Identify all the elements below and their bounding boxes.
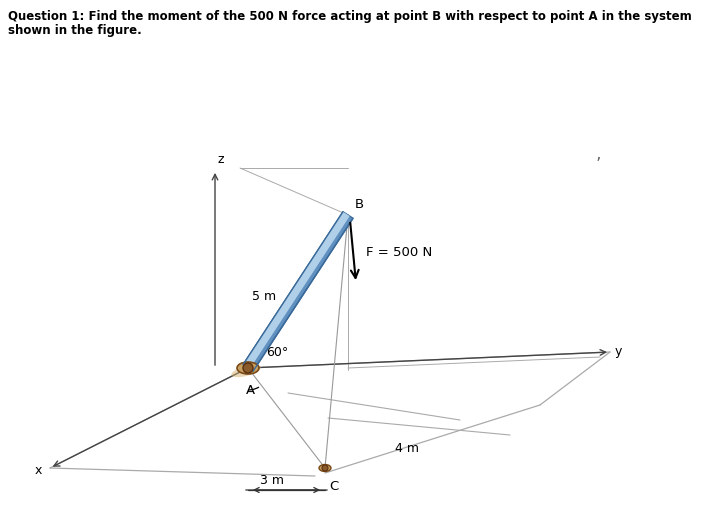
Text: 60°: 60° bbox=[266, 346, 288, 358]
Text: x: x bbox=[35, 463, 42, 476]
Text: y: y bbox=[615, 346, 622, 358]
Text: ’: ’ bbox=[595, 156, 600, 174]
Polygon shape bbox=[243, 212, 353, 371]
Polygon shape bbox=[243, 212, 350, 369]
Text: shown in the figure.: shown in the figure. bbox=[8, 24, 142, 37]
Text: Question 1: Find the moment of the 500 N force acting at point B with respect to: Question 1: Find the moment of the 500 N… bbox=[8, 10, 692, 23]
Text: 3 m: 3 m bbox=[259, 474, 284, 487]
Circle shape bbox=[243, 363, 253, 373]
Text: B: B bbox=[355, 198, 364, 211]
Text: z: z bbox=[217, 153, 223, 166]
Ellipse shape bbox=[231, 365, 261, 377]
Text: F = 500 N: F = 500 N bbox=[366, 246, 432, 259]
Ellipse shape bbox=[237, 362, 259, 374]
Ellipse shape bbox=[319, 464, 331, 472]
Text: A: A bbox=[246, 384, 255, 397]
Circle shape bbox=[322, 465, 328, 471]
Text: C: C bbox=[329, 480, 338, 493]
Text: 4 m: 4 m bbox=[395, 441, 419, 454]
Text: 5 m: 5 m bbox=[252, 290, 276, 303]
